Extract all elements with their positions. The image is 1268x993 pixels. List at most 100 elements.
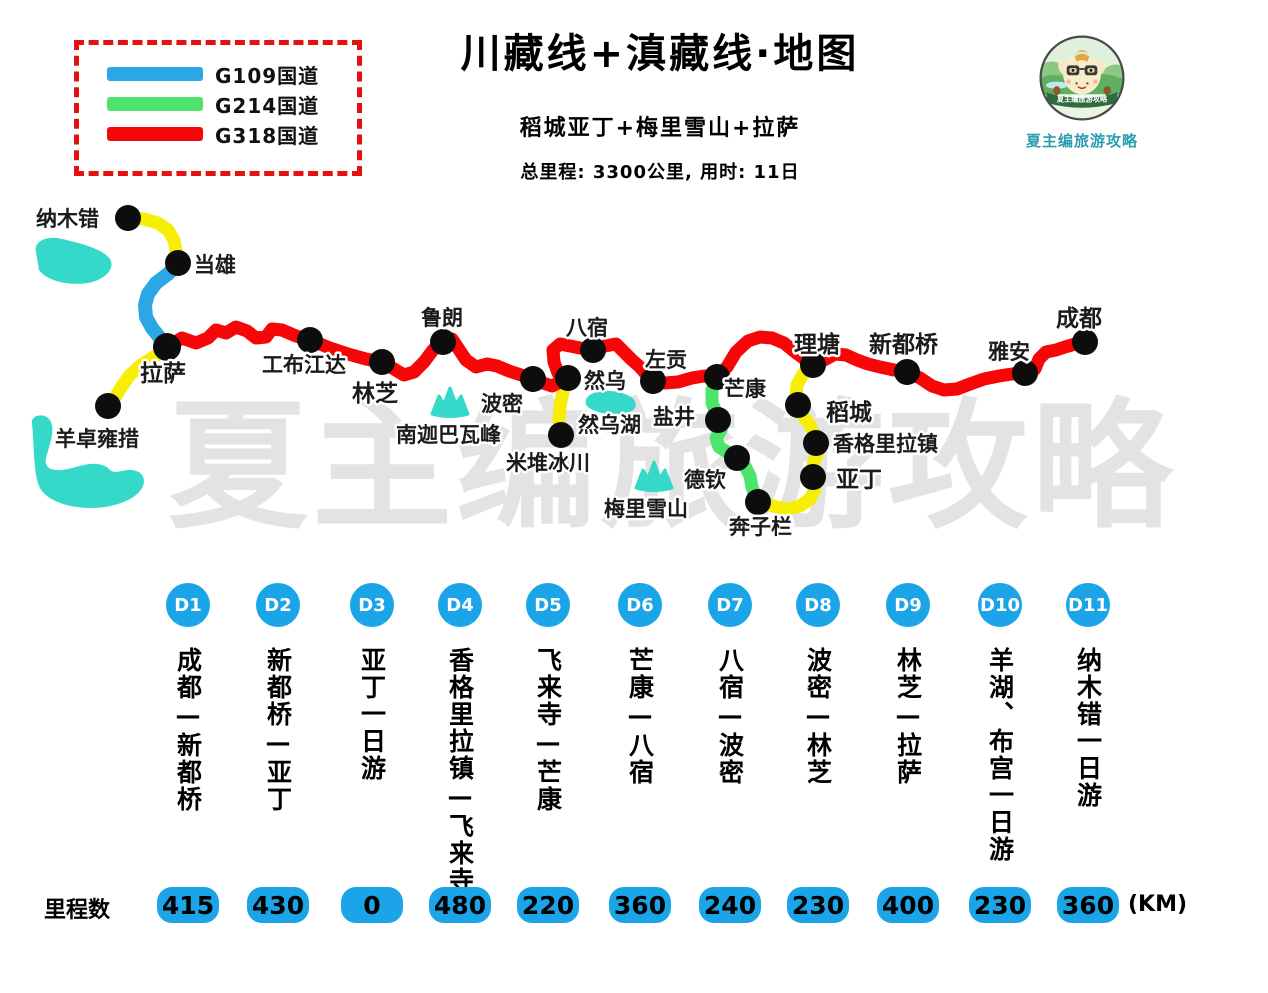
day-column-d4: D4 香格里拉镇—飞来寺	[425, 583, 495, 894]
road-legend: G109国道 G214国道 G318国道	[74, 40, 362, 176]
label-deqin: 德钦	[684, 468, 726, 492]
day-badge-d3: D3	[350, 583, 394, 627]
day-column-d7: D7 八宿—波密	[695, 583, 765, 786]
label-daocheng: 稻城	[826, 399, 872, 426]
day-route-d8: 波密—林芝	[803, 647, 833, 786]
legend-row-g109: G109国道	[107, 59, 357, 89]
dot-yaan	[1012, 360, 1038, 386]
label-ranwu-lake: 然乌湖	[578, 413, 641, 437]
meili-mountain-icon	[634, 460, 674, 492]
city-dots	[95, 205, 1098, 515]
g109-color-swatch	[107, 67, 203, 81]
lake-near-namtso	[35, 237, 112, 284]
route-g214	[705, 370, 765, 509]
day-column-d2: D2 新都桥—亚丁	[243, 583, 313, 813]
label-namjagbarwa: 南迦巴瓦峰	[396, 423, 501, 447]
day-badge-d5: D5	[526, 583, 570, 627]
lake-ranwu	[585, 390, 636, 415]
g318-color-swatch	[107, 127, 203, 141]
label-gongbujiangda: 工布江达	[262, 353, 346, 377]
g214-label: G214国道	[215, 93, 320, 118]
dot-litang	[800, 352, 826, 378]
label-shangrila: 香格里拉镇	[833, 432, 938, 456]
page-title: 川藏线+滇藏线·地图	[460, 31, 860, 77]
label-meili-snow-mountain: 梅里雪山	[604, 497, 688, 521]
day-badge-d11: D11	[1066, 583, 1110, 627]
day-badge-d6: D6	[618, 583, 662, 627]
day-route-d6: 芒康—八宿	[625, 647, 655, 786]
day-route-d3: 亚丁一日游	[357, 647, 387, 782]
label-ranwu: 然乌	[584, 369, 626, 393]
mileage-pill-d7: 240	[699, 887, 761, 923]
dot-daocheng	[785, 392, 811, 418]
day-column-d6: D6 芒康—八宿	[605, 583, 675, 786]
dot-yanjing	[705, 407, 731, 433]
city-labels: 纳木错 当雄 拉萨 羊卓雍措 工布江达 林芝 鲁朗 波密 南迦巴瓦峰 米堆冰川 …	[34, 205, 1105, 542]
day-column-d1: D1 成都—新都桥	[153, 583, 223, 813]
label-lhasa: 拉萨	[140, 360, 186, 387]
legend-row-g318: G318国道	[107, 119, 357, 149]
g318-label: G318国道	[215, 123, 320, 148]
label-linzhi: 林芝	[352, 380, 398, 407]
route-g109	[138, 256, 185, 354]
mileage-pill-d6: 360	[609, 887, 671, 923]
day-column-d11: D11 纳木错一日游	[1053, 583, 1123, 809]
mileage-pill-d8: 230	[787, 887, 849, 923]
day-badge-d10: D10	[978, 583, 1022, 627]
dot-shangrila	[803, 430, 829, 456]
mileage-pill-d5: 220	[517, 887, 579, 923]
lake-yamdrok	[31, 415, 144, 509]
mileage-pill-d4: 480	[429, 887, 491, 923]
mileage-pill-d11: 360	[1057, 887, 1119, 923]
g109-label: G109国道	[215, 63, 320, 88]
dot-ranwu	[555, 365, 581, 391]
day-route-d4: 香格里拉镇—飞来寺	[445, 647, 475, 894]
dot-benzilan	[745, 489, 771, 515]
mileage-pill-d3: 0	[341, 887, 403, 923]
label-midui-glacier: 米堆冰川	[506, 451, 590, 475]
day-badge-d1: D1	[166, 583, 210, 627]
label-basu: 八宿	[566, 316, 608, 340]
label-yading: 亚丁	[836, 467, 882, 493]
dot-xinduqiao	[894, 359, 920, 385]
label-yaan: 雅安	[988, 340, 1030, 364]
label-chengdu: 成都	[1056, 306, 1102, 332]
day-route-d5: 飞来寺—芒康	[533, 647, 563, 813]
label-damxung: 当雄	[194, 253, 236, 277]
label-namtso: 纳木错	[36, 207, 99, 231]
day-column-d3: D3 亚丁一日游	[337, 583, 407, 782]
mileage-unit: (KM)	[1128, 892, 1188, 917]
label-zuogong: 左贡	[645, 348, 687, 372]
dot-basu	[580, 337, 606, 363]
page-subtitle: 稻城亚丁+梅里雪山+拉萨	[519, 116, 801, 141]
day-route-d2: 新都桥—亚丁	[263, 647, 293, 813]
label-yanjing: 盐井	[653, 405, 695, 429]
logo-ribbon-text: 夏主编旅游攻略	[1056, 94, 1108, 103]
label-bomi: 波密	[481, 392, 523, 416]
label-lulang: 鲁朗	[421, 306, 463, 330]
dot-yading	[800, 464, 826, 490]
day-column-d10: D10 羊湖、布宫一日游	[965, 583, 1035, 863]
mascot-badge-icon: 夏主编旅游攻略	[1039, 35, 1125, 121]
mileage-pill-d1: 415	[157, 887, 219, 923]
dot-chengdu	[1072, 329, 1098, 355]
mileage-pill-d10: 230	[969, 887, 1031, 923]
day-badge-d4: D4	[438, 583, 482, 627]
dot-linzhi	[369, 349, 395, 375]
day-badge-d8: D8	[796, 583, 840, 627]
logo-caption: 夏主编旅游攻略	[1025, 132, 1138, 150]
mileage-pill-d9: 400	[877, 887, 939, 923]
dot-lulang	[430, 329, 456, 355]
mileage-row-label: 里程数	[44, 898, 111, 923]
label-xinduqiao: 新都桥	[869, 331, 939, 358]
label-yamdrok: 羊卓雍措	[55, 427, 139, 451]
label-benzilan: 奔子栏	[729, 515, 792, 539]
day-route-d10: 羊湖、布宫一日游	[985, 647, 1015, 863]
label-litang: 理塘	[794, 331, 840, 358]
dot-gongbujiangda	[297, 327, 323, 353]
day-route-d1: 成都—新都桥	[173, 647, 203, 813]
label-mangkang: 芒康	[724, 377, 767, 401]
day-column-d5: D5 飞来寺—芒康	[513, 583, 583, 813]
